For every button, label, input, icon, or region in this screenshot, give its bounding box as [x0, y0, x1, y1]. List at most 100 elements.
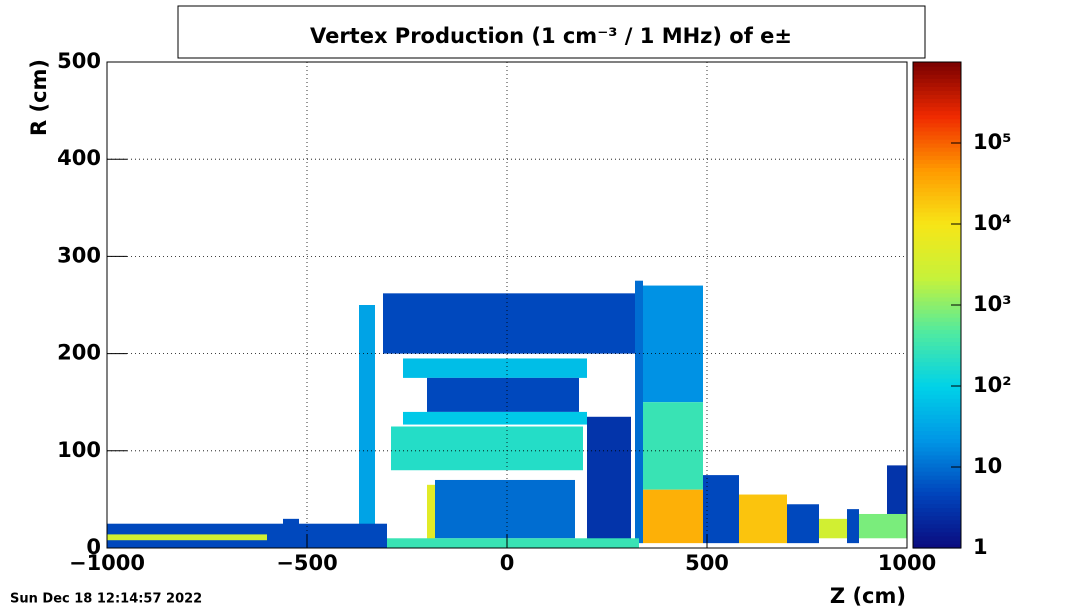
colorbar-step	[913, 309, 961, 314]
colorbar-step	[913, 467, 961, 472]
colorbar-step	[913, 138, 961, 144]
colorbar-step	[913, 321, 961, 326]
heatmap-cell	[359, 305, 375, 529]
colorbar-step	[913, 475, 961, 480]
colorbar-step	[913, 292, 961, 298]
x-tick-label: 0	[500, 551, 515, 575]
heatmap-cell	[643, 489, 703, 544]
heatmap-cell	[403, 411, 587, 425]
colorbar-step	[913, 357, 961, 363]
colorbar-step	[913, 240, 961, 245]
colorbar-step	[913, 313, 961, 318]
colorbar-step	[913, 86, 961, 91]
colorbar-step	[913, 118, 961, 124]
y-tick-label: 0	[86, 535, 101, 559]
colorbar-step	[913, 454, 961, 460]
y-tick-label: 200	[57, 341, 101, 365]
colorbar-step	[913, 535, 961, 541]
heatmap-cell	[787, 504, 819, 544]
colorbar-step	[913, 219, 961, 225]
colorbar-step	[913, 134, 961, 140]
colorbar-step	[913, 191, 961, 197]
colorbar-step	[913, 211, 961, 217]
x-tick-label: −1000	[69, 551, 145, 575]
colorbar-tick-label: 10⁴	[973, 211, 1011, 235]
colorbar-step	[913, 167, 961, 172]
x-axis-title: Z (cm)	[830, 584, 906, 608]
colorbar-step	[913, 539, 961, 545]
colorbar-step	[913, 317, 961, 322]
colorbar-step	[913, 390, 961, 395]
colorbar-step	[913, 450, 961, 456]
colorbar-step	[913, 527, 961, 533]
heatmap-cell	[643, 285, 703, 403]
colorbar-step	[913, 365, 961, 371]
colorbar-step	[913, 179, 961, 185]
heatmap-cell	[427, 377, 579, 412]
colorbar-step	[913, 94, 961, 100]
colorbar-step	[913, 70, 961, 75]
heatmap-cell	[283, 518, 299, 539]
heatmap-cell	[635, 280, 643, 544]
x-tick-label: 500	[685, 551, 729, 575]
colorbar-step	[913, 325, 961, 330]
colorbar-step	[913, 122, 961, 128]
colorbar-step	[913, 215, 961, 221]
y-axis-title: R (cm)	[27, 59, 51, 136]
colorbar-step	[913, 410, 961, 415]
colorbar-step	[913, 62, 961, 67]
colorbar-step	[913, 471, 961, 476]
colorbar-step	[913, 78, 961, 83]
colorbar-step	[913, 402, 961, 407]
colorbar-step	[913, 369, 961, 375]
colorbar-step	[913, 511, 961, 517]
colorbar-step	[913, 499, 961, 505]
colorbar-step	[913, 126, 961, 132]
colorbar-step	[913, 361, 961, 367]
colorbar-step	[913, 349, 961, 355]
colorbar-step	[913, 163, 961, 168]
heatmap-cell	[107, 534, 267, 541]
colorbar-step	[913, 264, 961, 270]
colorbar-step	[913, 151, 961, 156]
colorbar-tick-label: 10	[973, 454, 1002, 478]
colorbar-step	[913, 418, 961, 424]
colorbar-step	[913, 341, 961, 347]
colorbar-step	[913, 171, 961, 176]
colorbar-step	[913, 487, 961, 492]
heatmap-cell	[703, 475, 739, 544]
colorbar-step	[913, 187, 961, 193]
colorbar-tick-label: 1	[973, 535, 988, 559]
colorbar-step	[913, 329, 961, 334]
colorbar-step	[913, 305, 961, 310]
colorbar-step	[913, 280, 961, 286]
colorbar-step	[913, 244, 961, 249]
x-tick-label: −500	[276, 551, 337, 575]
colorbar-step	[913, 345, 961, 351]
heatmap-cell	[819, 518, 847, 539]
colorbar-step	[913, 66, 961, 71]
heatmap-cell	[739, 494, 787, 544]
colorbar-step	[913, 446, 961, 452]
colorbar-step	[913, 507, 961, 513]
colorbar-step	[913, 224, 961, 229]
y-tick-label: 300	[57, 243, 101, 267]
x-tick-label: 1000	[878, 551, 936, 575]
colorbar-step	[913, 90, 961, 95]
colorbar-step	[913, 272, 961, 278]
colorbar-step	[913, 183, 961, 189]
colorbar-step	[913, 442, 961, 448]
heatmap-cell	[887, 465, 907, 514]
colorbar-step	[913, 102, 961, 108]
colorbar-step	[913, 495, 961, 500]
heatmap-cell	[391, 426, 583, 471]
colorbar-tick-label: 10⁵	[973, 130, 1011, 154]
colorbar-tick-label: 10³	[973, 292, 1011, 316]
colorbar-step	[913, 406, 961, 411]
colorbar-step	[913, 199, 961, 205]
colorbar-step	[913, 98, 961, 104]
colorbar-step	[913, 394, 961, 399]
heatmap-cell	[587, 416, 631, 544]
colorbar-step	[913, 284, 961, 290]
